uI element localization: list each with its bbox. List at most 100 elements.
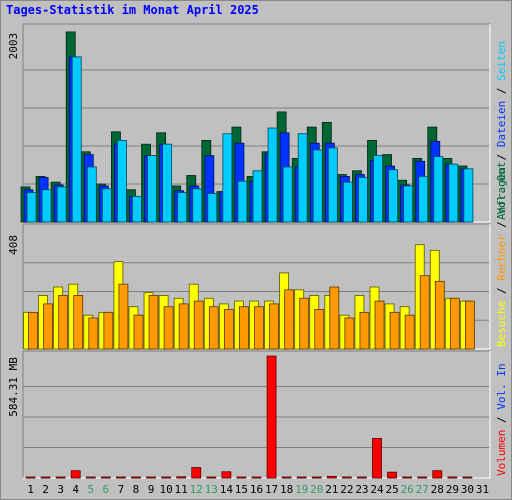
bar-volumen-day-1 [25, 476, 36, 479]
x-tick-label-day-31: 31 [476, 483, 489, 496]
bar-seiten-day-4 [71, 56, 82, 223]
bar-seiten-day-21 [327, 147, 338, 223]
bar-seiten-day-24 [373, 155, 383, 223]
bar-rechner-day-12 [193, 300, 204, 350]
bar-rechner-day-14 [223, 309, 234, 350]
bar-rechner-day-21 [329, 286, 340, 350]
bar-rechner-day-29 [449, 297, 460, 350]
x-tick-label-day-21: 21 [325, 483, 338, 496]
panel-bottom-legend: Volumen / Vol. In [495, 363, 508, 476]
bar-volumen-day-14 [221, 471, 232, 479]
x-tick-label-day-18: 18 [280, 483, 293, 496]
panel-top-ymax-label: 2003 [7, 33, 20, 60]
x-tick-label-day-13: 13 [205, 483, 218, 496]
bar-volumen-day-27 [417, 476, 428, 479]
bar-rechner-day-6 [103, 311, 114, 350]
legend-volumen: Volumen [495, 430, 508, 476]
bar-seiten-day-9 [147, 155, 157, 223]
bar-rechner-day-2 [43, 303, 53, 350]
legend-separator: / [495, 81, 508, 101]
bar-rechner-day-19 [299, 297, 310, 350]
x-tick-label-day-23: 23 [355, 483, 368, 496]
legend-separator: / [495, 281, 508, 301]
bar-seiten-day-2 [41, 189, 52, 223]
bar-volumen-day-18 [281, 476, 292, 479]
legend-seiten: Seiten [495, 41, 508, 81]
legend-separator: / [495, 147, 508, 167]
bar-volumen-day-5 [85, 476, 96, 479]
x-tick-label-day-19: 19 [295, 483, 308, 496]
bar-volumen-day-17 [266, 355, 277, 479]
bar-volumen-day-25 [387, 471, 397, 479]
bar-rechner-day-23 [359, 311, 370, 350]
x-tick-label-day-4: 4 [72, 483, 79, 496]
x-tick-label-day-24: 24 [370, 483, 384, 496]
x-tick-label-day-12: 12 [190, 483, 203, 496]
x-tick-label-day-16: 16 [250, 483, 263, 496]
bar-volumen-day-4 [70, 470, 81, 479]
bar-seiten-day-11 [177, 192, 188, 223]
bar-seiten-day-29 [448, 163, 459, 223]
x-tick-label-day-29: 29 [446, 483, 459, 496]
panel-bottom-area [23, 351, 490, 478]
bar-rechner-day-4 [73, 295, 84, 350]
legend-volout: Vol. Out [495, 162, 508, 215]
bar-rechner-day-3 [58, 295, 69, 350]
bar-rechner-day-11 [178, 303, 189, 350]
bar-rechner-day-26 [404, 314, 415, 350]
bar-volumen-day-6 [100, 476, 111, 479]
bar-seiten-day-12 [192, 188, 203, 223]
bar-seiten-day-28 [433, 156, 444, 223]
chart-title: Tages-Statistik im Monat April 2025 [6, 3, 259, 17]
bar-rechner-day-22 [344, 317, 355, 350]
bar-rechner-day-18 [284, 289, 295, 350]
x-tick-label-day-15: 15 [235, 483, 248, 496]
bar-rechner-day-24 [374, 300, 385, 350]
bar-rechner-day-25 [389, 311, 400, 350]
x-tick-label-day-26: 26 [401, 483, 414, 496]
bar-volumen-day-23 [357, 476, 367, 479]
panel-middle-legend: Besuche / Rechner / Vol. Out [495, 162, 508, 347]
x-tick-label-day-9: 9 [148, 483, 155, 496]
x-tick-label-day-20: 20 [310, 483, 323, 496]
bar-volumen-day-28 [432, 470, 443, 479]
bar-seiten-day-27 [418, 176, 429, 223]
bar-rechner-day-1 [28, 311, 38, 350]
bar-seiten-day-17 [267, 127, 278, 223]
bar-seiten-day-13 [207, 193, 218, 223]
bar-volumen-day-15 [236, 476, 247, 479]
bar-seiten-day-5 [86, 166, 97, 223]
legend-dateien: Dateien [495, 101, 508, 147]
bar-volumen-day-16 [251, 476, 262, 479]
bar-seiten-day-25 [388, 169, 398, 223]
bar-seiten-day-22 [342, 181, 353, 223]
x-tick-label-day-5: 5 [87, 483, 94, 496]
bar-rechner-day-10 [163, 306, 174, 350]
legend-anfragen: Anfragen [495, 167, 508, 220]
legend-separator: / [495, 410, 508, 430]
x-tick-label-day-2: 2 [42, 483, 49, 496]
x-tick-label-day-28: 28 [431, 483, 444, 496]
bar-seiten-day-8 [132, 195, 142, 223]
legend-besuche: Besuche [495, 301, 508, 347]
x-tick-label-day-6: 6 [103, 483, 110, 496]
bar-volumen-day-12 [191, 467, 202, 479]
bar-seiten-day-14 [222, 133, 233, 223]
bar-seiten-day-26 [403, 185, 414, 223]
bar-volumen-day-29 [447, 476, 458, 479]
x-tick-label-day-27: 27 [416, 483, 429, 496]
panel-bottom-ymax-label: 584.31 MB [7, 357, 20, 417]
bar-rechner-day-15 [239, 306, 249, 350]
bar-rechner-day-27 [419, 275, 430, 350]
legend-rechner: Rechner [495, 234, 508, 281]
bar-rechner-day-16 [254, 306, 264, 350]
x-tick-label-day-10: 10 [159, 483, 172, 496]
bar-seiten-day-6 [101, 188, 112, 223]
x-tick-label-day-3: 3 [57, 483, 64, 496]
bar-rechner-day-20 [314, 309, 325, 350]
bar-volumen-day-3 [55, 476, 66, 479]
bar-volumen-day-11 [176, 476, 187, 479]
x-tick-label-day-25: 25 [385, 483, 398, 496]
bar-volumen-day-9 [146, 476, 156, 479]
